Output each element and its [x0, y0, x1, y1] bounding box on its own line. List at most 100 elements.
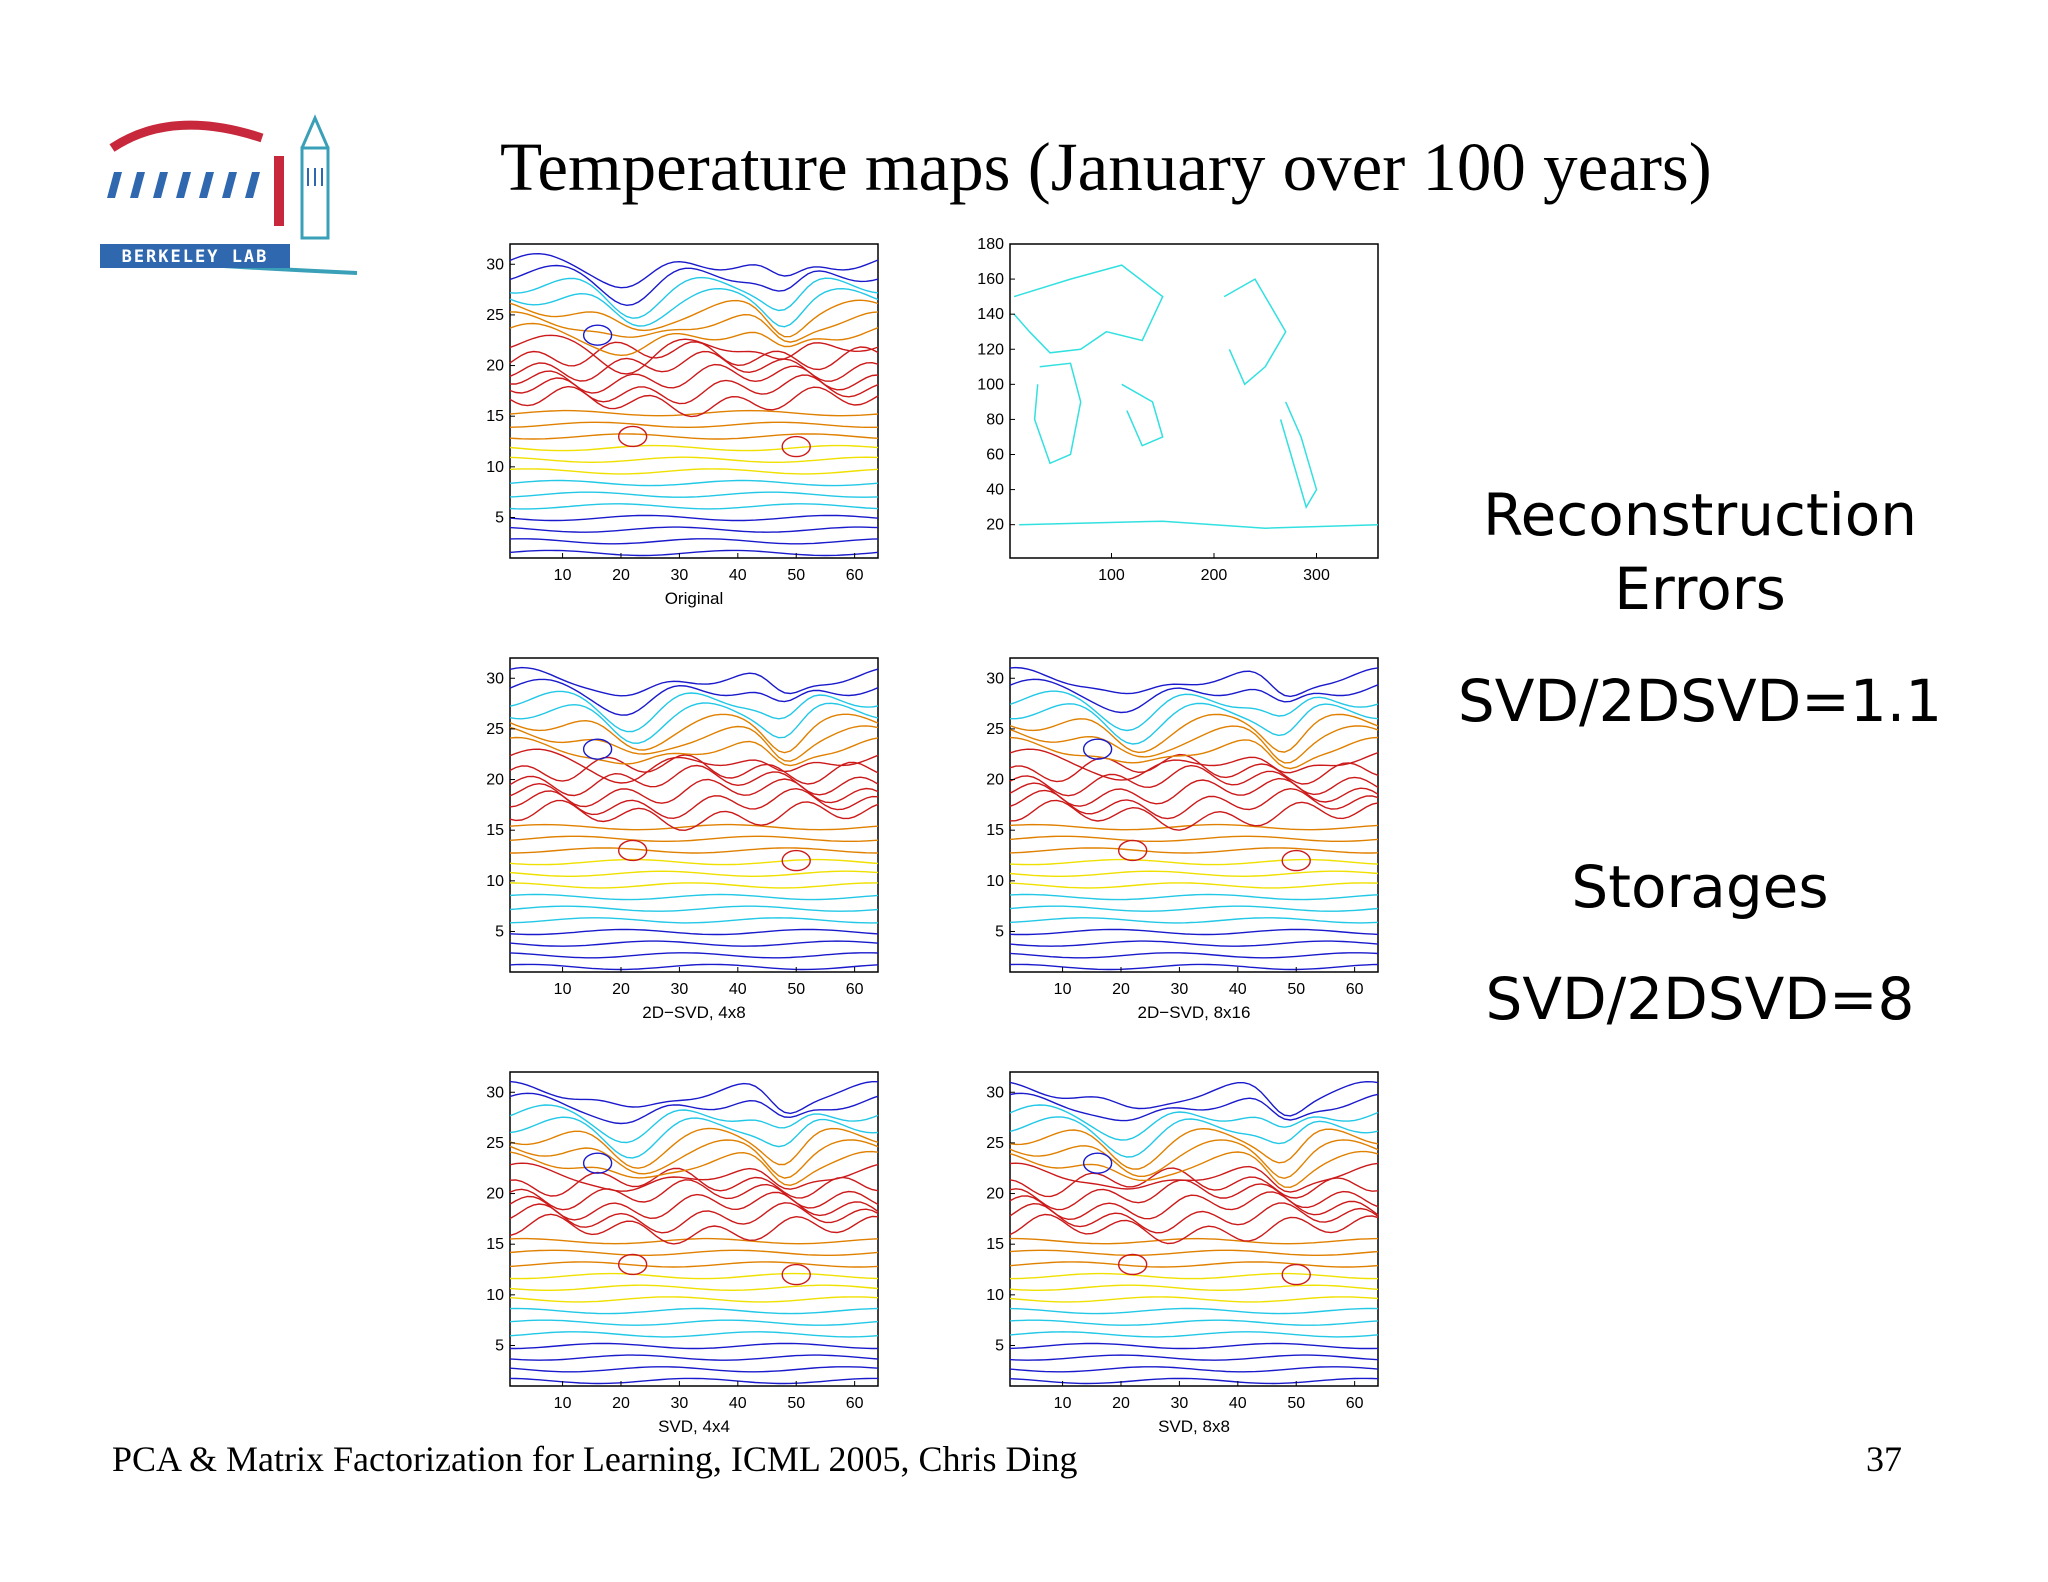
berkeley-lab-logo: BERKELEY LAB	[92, 108, 362, 288]
contour-line	[509, 1284, 879, 1292]
y-tick-label: 25	[986, 721, 1004, 738]
panel-original: 10 20 30 40 50 60 5 10 15 20 25 30 Original	[460, 232, 920, 612]
y-tick-label: 5	[995, 923, 1004, 940]
contour-line	[509, 479, 879, 487]
x-tick-label: 10	[554, 567, 572, 584]
recon-line-2: Errors	[1614, 555, 1786, 623]
y-tick-label: 5	[495, 923, 504, 940]
contour-line	[1010, 1272, 1378, 1280]
contour-line	[509, 893, 879, 901]
contour-line	[1009, 1342, 1379, 1350]
x-tick-label: 40	[729, 567, 747, 584]
x-tick-label: 50	[1287, 981, 1305, 998]
contour-line	[509, 1249, 879, 1256]
contour-line	[509, 823, 879, 831]
contour-line	[1009, 882, 1379, 889]
contour-line	[509, 1139, 879, 1179]
contour-loop	[582, 1152, 613, 1174]
contour-line	[509, 1162, 879, 1192]
contour-line	[1009, 764, 1379, 797]
contour-line	[509, 1366, 879, 1373]
x-tick-label: 60	[846, 981, 864, 998]
x-tick-label: 60	[846, 567, 864, 584]
y-tick-label: 10	[986, 1287, 1004, 1304]
contour-loop	[582, 738, 613, 760]
contour-line	[509, 503, 879, 510]
y-tick-label: 30	[486, 256, 504, 273]
contour-line	[1009, 1116, 1379, 1158]
contour-line	[509, 799, 879, 832]
contour-line	[509, 917, 879, 924]
y-tick-label: 100	[977, 376, 1004, 393]
contour-line	[509, 549, 879, 557]
contour-line	[509, 1167, 879, 1199]
x-tick-label: 40	[729, 981, 747, 998]
y-tick-label: 25	[986, 1135, 1004, 1152]
contour-line	[509, 905, 879, 912]
contour-line	[509, 702, 879, 744]
contour-line	[1009, 963, 1379, 971]
storage-value: SVD/2DSVD=8	[1485, 965, 1915, 1033]
y-tick-label: 5	[495, 1337, 504, 1354]
contour-line	[1009, 1307, 1379, 1315]
panel-svg: 10 20 30 40 50 60 5 10 15 20 25 30 SVD, 8x8	[986, 1071, 1379, 1436]
y-tick-label: 15	[486, 1236, 504, 1253]
contour-line	[509, 1179, 879, 1211]
y-tick-label: 140	[977, 306, 1004, 323]
contour-line	[509, 491, 879, 498]
contour-loop	[781, 849, 811, 872]
contour-line	[509, 468, 879, 475]
contour-line	[1009, 736, 1379, 770]
y-tick-label: 15	[486, 822, 504, 839]
x-tick-label: 40	[729, 1395, 747, 1412]
x-tick-label: 10	[554, 1395, 572, 1412]
y-tick-label: 20	[486, 772, 504, 789]
y-tick-label: 10	[486, 1287, 504, 1304]
panel-svg: 10 20 30 40 50 60 5 10 15 20 25 30 2D−SVD, 4x8	[486, 657, 879, 1022]
contour-line	[509, 963, 879, 971]
plot-area	[509, 1071, 879, 1387]
contour-lines	[1009, 1080, 1379, 1385]
y-tick-label: 15	[986, 822, 1004, 839]
contour-line	[509, 1354, 879, 1361]
y-tick-label: 120	[977, 341, 1004, 358]
y-tick-label: 5	[495, 509, 504, 526]
plot-area	[1009, 243, 1379, 559]
contour-line	[509, 748, 879, 784]
contour-line	[509, 456, 879, 464]
contour-line	[509, 334, 879, 375]
y-tick-label: 20	[986, 517, 1004, 534]
contour-line	[1009, 748, 1379, 781]
contour-loop	[1082, 1152, 1113, 1174]
recon-value: SVD/2DSVD=1.1	[1457, 667, 1943, 735]
y-tick-label: 60	[986, 447, 1004, 464]
contour-line	[1009, 1366, 1379, 1373]
contour-line	[509, 1237, 879, 1245]
y-tick-label: 40	[986, 482, 1004, 499]
coastline	[1223, 278, 1287, 386]
contour-line	[1009, 787, 1379, 820]
panel-2dsvd-4x8: 10 20 30 40 50 60 5 10 15 20 25 30 2D−SVD, 4x8	[460, 646, 920, 1026]
slide-title: Temperature maps (January over 100 years…	[500, 129, 1712, 205]
panel-caption: SVD, 8x8	[1158, 1417, 1230, 1436]
x-tick-label: 20	[612, 567, 630, 584]
x-tick-label: 20	[612, 981, 630, 998]
coastlines	[1013, 264, 1379, 529]
coastline	[1033, 362, 1082, 465]
contour-line	[1009, 1104, 1379, 1141]
contour-line	[509, 690, 879, 733]
contour-line	[1009, 1202, 1379, 1234]
x-tick-label: 30	[670, 981, 688, 998]
contour-line	[509, 1331, 879, 1338]
contour-line	[509, 421, 878, 428]
contour-line	[509, 1191, 879, 1221]
contour-line	[1009, 1127, 1379, 1170]
contour-line	[509, 835, 879, 842]
contour-line	[509, 725, 879, 762]
contour-line	[509, 538, 879, 545]
contour-line	[1009, 678, 1379, 714]
x-tick-label: 50	[787, 567, 805, 584]
contour-line	[509, 858, 879, 866]
y-tick-label: 25	[486, 1135, 504, 1152]
y-tick-label: 20	[486, 1186, 504, 1203]
